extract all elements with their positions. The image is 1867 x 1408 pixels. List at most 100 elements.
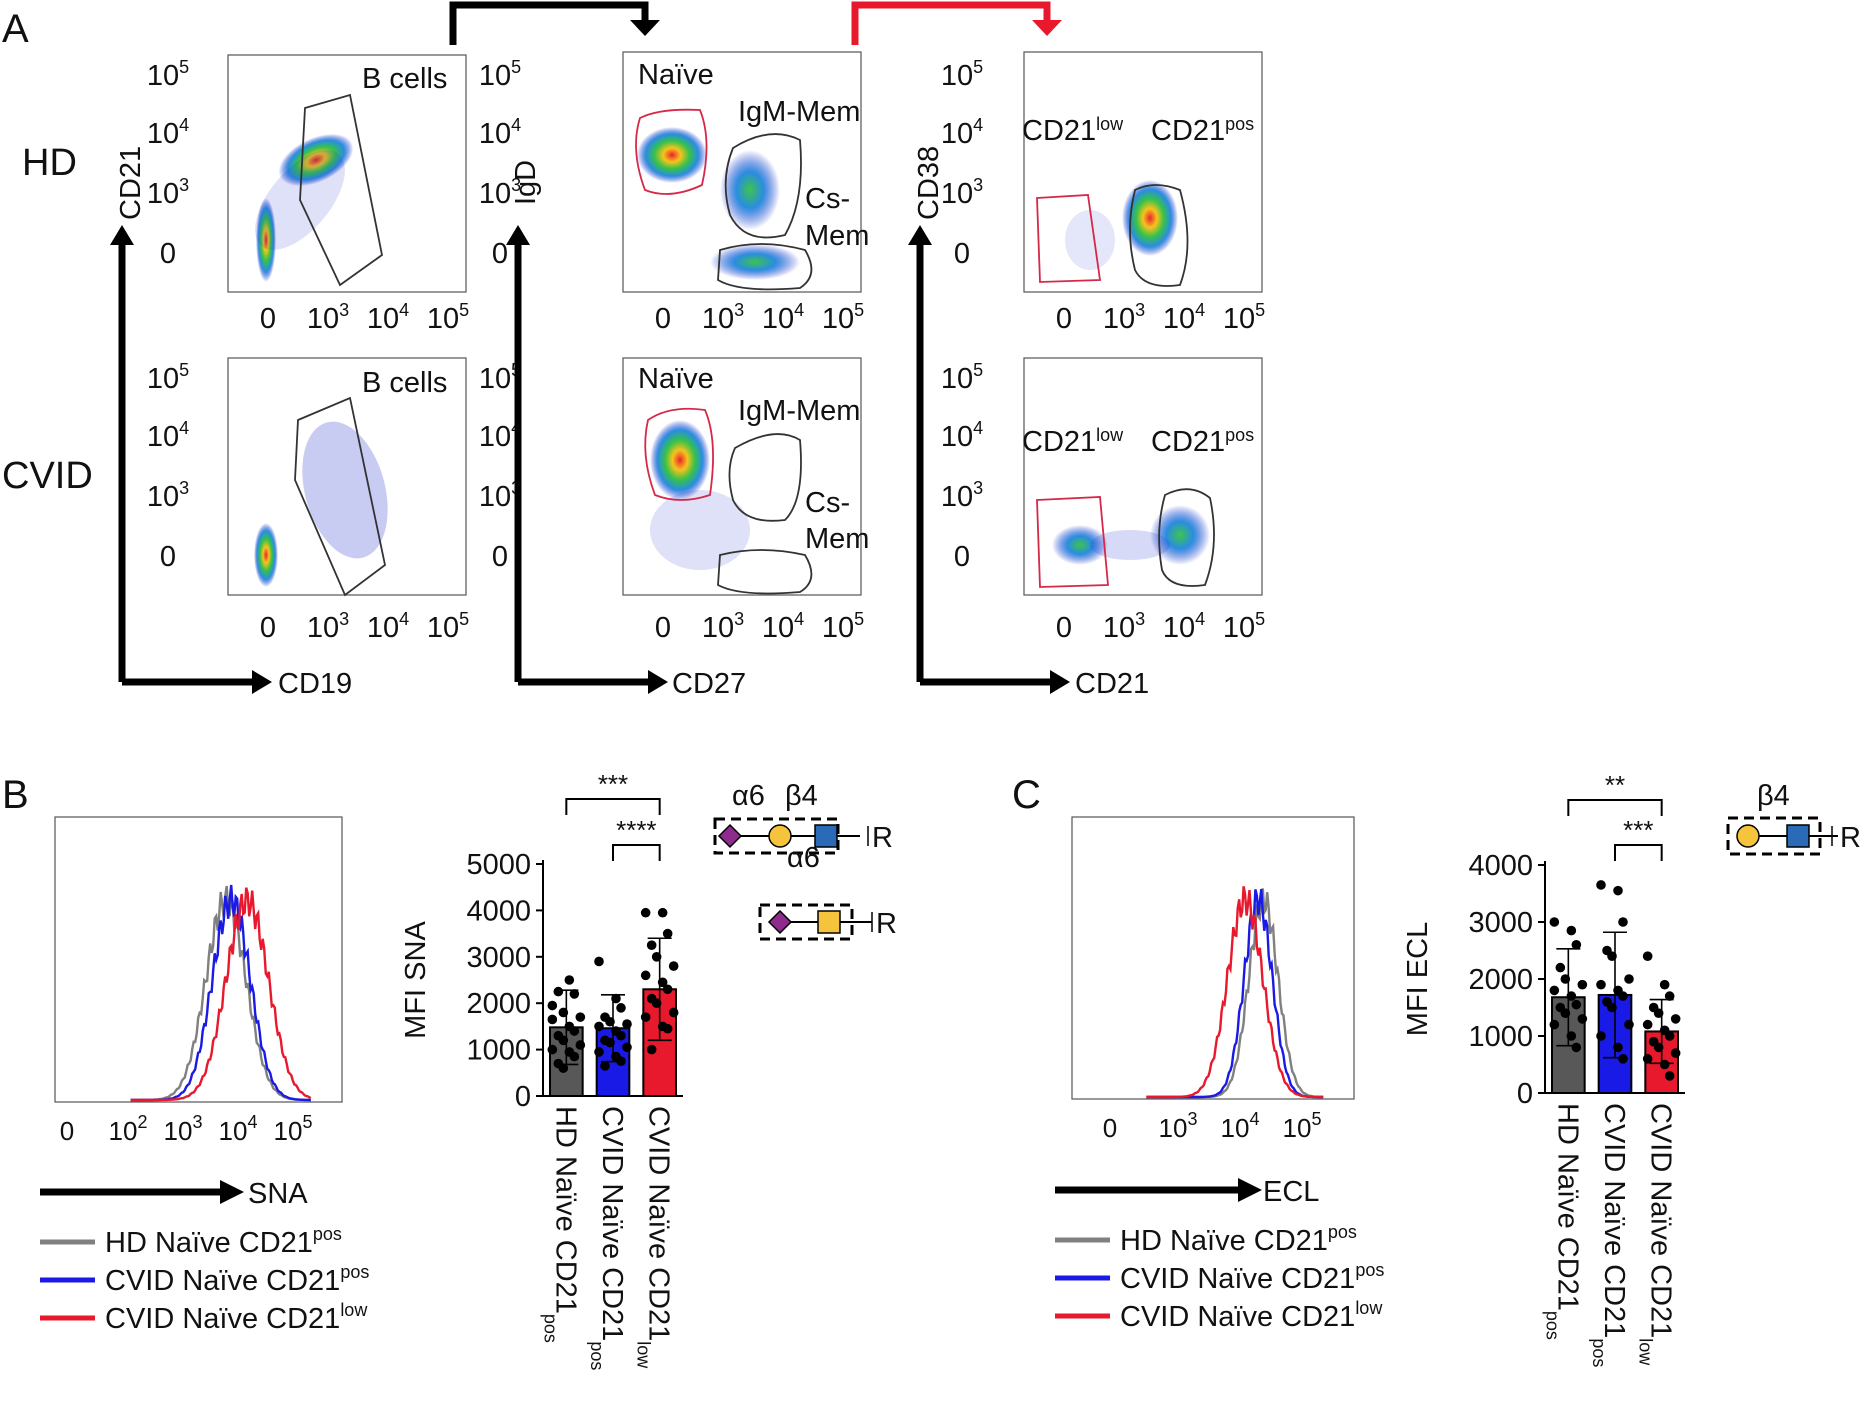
axis-title-igd: IgD (510, 160, 542, 205)
x-tick-label: 104 (367, 609, 409, 644)
flow-arrow-black-head (630, 20, 660, 36)
bar-y-tick-label: 4000 (1468, 850, 1533, 882)
y-tick-label: 104 (941, 418, 983, 453)
data-point (622, 1019, 632, 1029)
histogram-tick-label: 0 (60, 1116, 74, 1146)
dotplot-cvid-cd21 (1023, 357, 1263, 596)
legend-label: CVID Naïve CD21low (1120, 1298, 1383, 1333)
histogram-sna-arrowhead (220, 1180, 244, 1204)
data-point (1613, 885, 1623, 896)
gate-b-cells-hd (299, 93, 383, 287)
data-point (622, 1042, 632, 1053)
bar-chart-ecl: 0 1000 2000 3000 4000 MFI ECL HD Naïve CD21pos… (1402, 770, 1685, 1367)
glcnac-icon (1786, 824, 1810, 848)
axis-title-cd21-x: CD21 (1075, 668, 1149, 700)
histogram-sna-ticks: 0 102 103 104 105 (60, 1112, 313, 1146)
glycan-c: β4 R (1726, 780, 1861, 856)
data-point (1560, 974, 1571, 984)
glycan-b-beta4: β4 (785, 780, 818, 812)
y-tick-label: 105 (941, 57, 983, 92)
histogram-sna (130, 884, 312, 1102)
data-point (1664, 991, 1675, 1001)
data-point (1571, 940, 1582, 950)
histogram-series-line (130, 887, 312, 1102)
y-tick-label: 0 (492, 238, 508, 270)
data-point (1642, 1019, 1653, 1030)
gate-cd21pos-hd (1129, 184, 1189, 287)
row-label-hd: HD (22, 142, 77, 184)
bar-category-label: CVID Naïve CD21pos (1589, 1103, 1630, 1367)
data-point (558, 1035, 569, 1046)
significance-stars: ** (1605, 770, 1625, 800)
y-tick-label: 0 (954, 541, 970, 573)
histogram-ecl (1146, 886, 1324, 1099)
flow-arrow-red-head (1032, 20, 1062, 36)
y-tick-label: 104 (147, 418, 189, 453)
data-point (558, 1063, 569, 1073)
data-point (575, 1040, 586, 1050)
y-tick-label: 105 (147, 360, 189, 395)
glycan-c-r: R (1840, 822, 1861, 854)
x-tick-label: 103 (307, 300, 349, 335)
bar-y-tick-label: 3000 (466, 942, 531, 974)
histogram-tick-label: 0 (1103, 1113, 1117, 1143)
data-point (1596, 880, 1606, 890)
histogram-tick-label: 103 (164, 1112, 203, 1146)
data-point (547, 1044, 558, 1055)
data-point (1618, 1054, 1628, 1064)
label-naive-hd: Naïve (638, 59, 714, 91)
data-point (640, 907, 651, 918)
histogram-series-line (1146, 886, 1324, 1099)
bar-y-tick-label: 3000 (1468, 907, 1533, 939)
glycan-c-beta4: β4 (1757, 780, 1790, 812)
histogram-ecl-frame (1071, 816, 1355, 1100)
data-point (1618, 991, 1628, 1001)
data-point (1577, 979, 1588, 990)
glycan-b-r-bottom: R (876, 908, 897, 940)
significance-bracket (612, 844, 661, 861)
x-tick-label: 104 (1163, 609, 1205, 644)
label-cs-mem-hd-2: Mem (805, 220, 869, 252)
data-point (1659, 979, 1670, 990)
data-point (1664, 1031, 1675, 1041)
x-tick-label: 0 (260, 303, 276, 335)
axis-arrow-col3 (916, 240, 1052, 686)
data-point (1566, 1031, 1577, 1041)
glcnac-icon (814, 824, 838, 848)
data-point (1596, 979, 1606, 990)
data-point (651, 998, 662, 1008)
legend-label: CVID Naïve CD21pos (1120, 1260, 1384, 1295)
data-point (1670, 1048, 1681, 1058)
galactose-icon (768, 824, 792, 848)
data-point (1653, 1008, 1664, 1018)
dotplot-hd-cd21 (1023, 51, 1263, 293)
data-point (668, 1007, 679, 1018)
axis-arrowhead-col2-x (648, 670, 668, 694)
axis-title-cd27: CD27 (672, 668, 746, 700)
y-tick-label: 0 (160, 238, 176, 270)
x-tick-label: 105 (427, 609, 469, 644)
data-point (1624, 974, 1634, 984)
bar-y-tick-label: 4000 (466, 895, 531, 927)
axis-arrowhead-col3-y (908, 225, 932, 245)
y-tick-label: 104 (479, 115, 521, 150)
gate-cd21low-cvid (1036, 496, 1109, 588)
y-tick-label: 103 (147, 478, 189, 513)
data-point (646, 1044, 657, 1055)
data-point (1618, 917, 1628, 927)
data-point (668, 961, 679, 971)
data-point (605, 1037, 615, 1048)
x-tick-label: 105 (427, 300, 469, 335)
label-cd21pos-hd: CD21pos (1151, 114, 1254, 147)
axis-arrowhead-col1-x (252, 670, 272, 694)
label-cs-mem-hd-1: Cs- (805, 183, 850, 215)
data-point (569, 1026, 580, 1036)
y-tick-label: 104 (147, 115, 189, 150)
data-point (646, 940, 657, 950)
y-tick-label: 0 (492, 541, 508, 573)
bar-y-tick-label: 1000 (466, 1035, 531, 1067)
histogram-ecl-axis-title: ECL (1263, 1176, 1319, 1208)
data-point (1577, 1014, 1588, 1024)
bar-category-label: HD Naïve CD21pos (1542, 1103, 1583, 1340)
